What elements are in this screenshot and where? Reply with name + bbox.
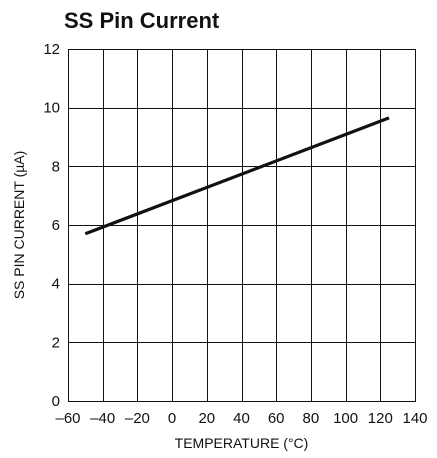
y-tick-label: 12	[43, 41, 60, 58]
x-tick-label: 80	[303, 410, 320, 427]
y-tick-labels: 0 2 4 6 8 10 12	[43, 41, 60, 410]
x-tick-label: 20	[198, 410, 215, 427]
x-tick-label: 40	[233, 410, 250, 427]
x-tick-label: 100	[333, 410, 358, 427]
x-tick-label: 120	[368, 410, 393, 427]
y-axis-label: SS PIN CURRENT (µA)	[11, 151, 27, 300]
y-tick-label: 10	[43, 100, 60, 117]
x-tick-label: –20	[125, 410, 150, 427]
y-tick-label: 6	[52, 217, 60, 234]
y-tick-label: 2	[52, 334, 60, 351]
y-tick-label: 8	[52, 158, 60, 175]
y-tick-label: 0	[52, 393, 60, 410]
grid	[68, 49, 416, 402]
x-tick-label: –60	[55, 410, 80, 427]
x-tick-label: 60	[268, 410, 285, 427]
x-tick-label: –40	[90, 410, 115, 427]
y-tick-label: 4	[52, 276, 60, 293]
series-line	[84, 116, 390, 236]
x-axis-label: TEMPERATURE (°C)	[175, 435, 309, 451]
x-tick-labels: –60 –40 –20 0 20 40 60 80 100 120 140	[55, 410, 427, 427]
x-tick-label: 0	[168, 410, 176, 427]
plot-frame	[67, 48, 417, 403]
x-tick-label: 140	[402, 410, 427, 427]
chart-title: SS Pin Current	[64, 8, 220, 33]
series-group	[84, 116, 390, 236]
